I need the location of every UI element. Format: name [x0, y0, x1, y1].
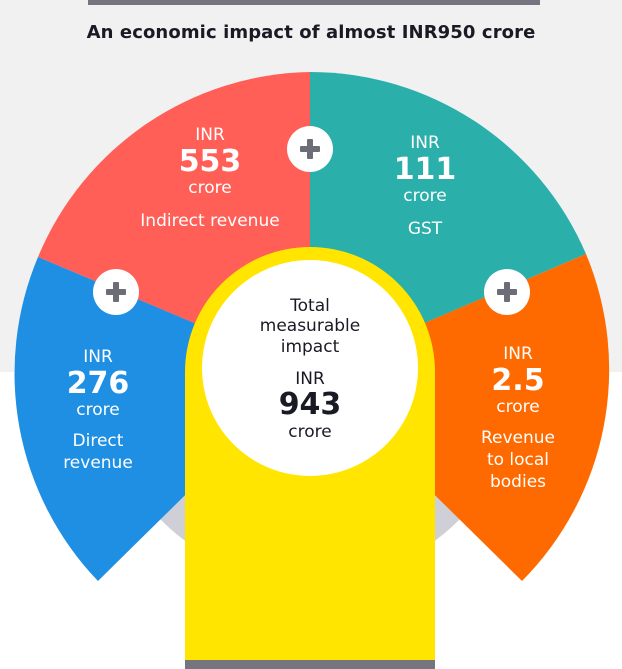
local-currency: INR: [503, 344, 533, 364]
total-value: 943: [278, 386, 342, 422]
local-label: Revenue to local bodies: [458, 427, 578, 493]
indirect-revenue-block: INR 553 crore Indirect revenue: [110, 125, 310, 232]
segment-local: [310, 254, 610, 581]
local-label-line1: Revenue: [480, 428, 556, 449]
top-accent-bar: [88, 0, 540, 5]
direct-value: 276: [66, 365, 130, 401]
total-currency: INR: [295, 369, 325, 390]
direct-label-line1: Direct: [72, 431, 124, 452]
direct-label-line2: revenue: [63, 453, 133, 474]
direct-revenue-block: INR 276 crore Direct revenue: [38, 347, 158, 474]
gst-label: GST: [407, 219, 443, 240]
plus-icon: [484, 269, 530, 315]
gst-currency: INR: [410, 133, 440, 153]
plus-icon: [287, 126, 333, 172]
local-value: 2.5: [491, 362, 545, 398]
direct-unit: crore: [76, 399, 120, 420]
segment-direct: [14, 257, 311, 581]
gst-unit: crore: [403, 185, 447, 206]
total-unit: crore: [288, 421, 332, 442]
plus-glyph: [300, 139, 320, 159]
indirect-value: 553: [178, 143, 242, 179]
local-label-line3: bodies: [489, 472, 547, 493]
page-title: An economic impact of almost INR950 cror…: [86, 22, 536, 43]
indirect-currency: INR: [195, 125, 225, 145]
total-label-line3: impact: [280, 336, 340, 357]
direct-currency: INR: [83, 347, 113, 367]
plus-glyph: [497, 282, 517, 302]
direct-label: Direct revenue: [38, 430, 158, 474]
local-label-line2: to local: [486, 450, 550, 471]
total-impact-block: Total measurable impact INR 943 crore: [210, 296, 410, 442]
gst-value: 111: [393, 151, 457, 187]
total-label-line2: measurable: [259, 316, 361, 337]
local-bodies-block: INR 2.5 crore Revenue to local bodies: [458, 344, 578, 493]
indirect-unit: crore: [188, 177, 232, 198]
plus-icon: [93, 269, 139, 315]
local-unit: crore: [496, 396, 540, 417]
gst-block: INR 111 crore GST: [335, 133, 515, 240]
center-circle: [202, 260, 418, 476]
bottom-accent-bar: [185, 660, 435, 669]
indirect-label: Indirect revenue: [140, 211, 280, 232]
total-label-line1: Total: [290, 296, 330, 316]
plus-glyph: [106, 282, 126, 302]
